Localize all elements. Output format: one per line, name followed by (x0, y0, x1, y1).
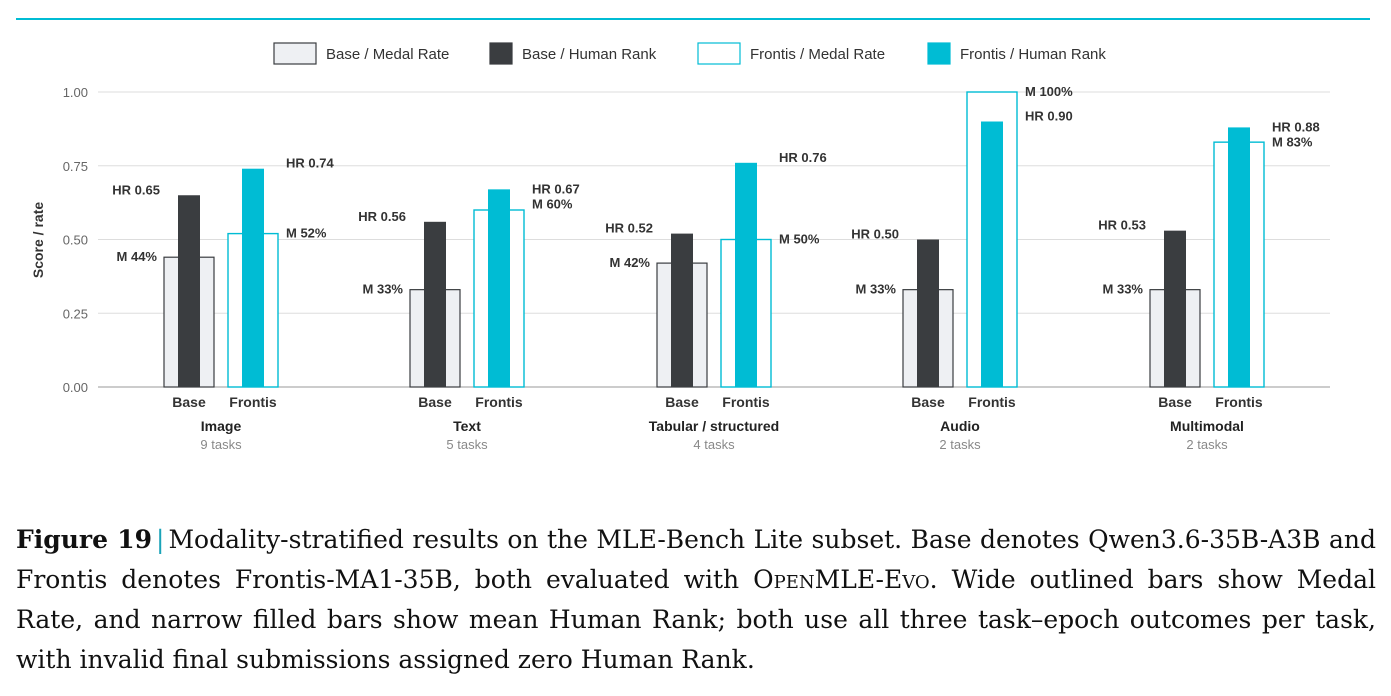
label-frontis-human-rank: HR 0.90 (1025, 109, 1073, 124)
x-tick-base: Base (172, 394, 206, 410)
y-tick-label: 1.00 (63, 85, 88, 100)
group-name: Text (453, 418, 481, 434)
y-tick-label: 0.25 (63, 306, 88, 321)
bar-base-human-rank (917, 239, 939, 387)
legend-swatch-frontis-medal (697, 42, 741, 65)
label-base-medal-rate: M 44% (117, 249, 158, 264)
group-name: Multimodal (1170, 418, 1244, 434)
x-tick-base: Base (665, 394, 699, 410)
legend-swatch-base-medal (273, 42, 317, 65)
label-base-medal-rate: M 42% (610, 255, 651, 270)
label-base-medal-rate: M 33% (1103, 282, 1144, 297)
x-tick-frontis: Frontis (968, 394, 1016, 410)
bar-frontis-human-rank (1228, 127, 1250, 388)
x-tick-base: Base (418, 394, 452, 410)
group-task-count: 2 tasks (1186, 437, 1228, 452)
label-frontis-medal-rate: M 52% (286, 226, 327, 241)
y-tick-label: 0.00 (63, 380, 88, 395)
group-task-count: 5 tasks (446, 437, 488, 452)
label-frontis-medal-rate: M 100% (1025, 84, 1073, 99)
label-base-human-rank: HR 0.52 (605, 221, 653, 236)
x-tick-frontis: Frontis (475, 394, 523, 410)
figure-caption: Figure 19 | Modality-stratified results on… (16, 520, 1376, 680)
label-base-human-rank: HR 0.65 (112, 182, 160, 197)
legend-label-base-human: Base / Human Rank (522, 46, 657, 63)
y-axis-label: Score / rate (30, 202, 46, 278)
legend-swatch-base-human (489, 42, 513, 65)
group-task-count: 9 tasks (200, 437, 242, 452)
label-frontis-human-rank: HR 0.88 (1272, 119, 1320, 134)
bar-frontis-human-rank (242, 168, 264, 387)
label-base-medal-rate: M 33% (856, 282, 897, 297)
group-name: Tabular / structured (649, 418, 779, 434)
x-tick-base: Base (1158, 394, 1192, 410)
bar-base-human-rank (178, 195, 200, 387)
label-frontis-human-rank: HR 0.76 (779, 150, 827, 165)
x-tick-frontis: Frontis (1215, 394, 1263, 410)
x-tick-frontis: Frontis (229, 394, 277, 410)
label-base-human-rank: HR 0.53 (1098, 218, 1146, 233)
modality-bar-chart: Base / Medal Rate Base / Human Rank Fronti… (30, 42, 1330, 452)
caption-separator: | (156, 525, 165, 554)
label-frontis-human-rank: HR 0.74 (286, 156, 334, 171)
legend-label-base-medal: Base / Medal Rate (326, 46, 449, 63)
group-task-count: 4 tasks (693, 437, 735, 452)
label-base-medal-rate: M 33% (363, 282, 404, 297)
bar-frontis-human-rank (735, 162, 757, 387)
label-frontis-human-rank: HR 0.67 (532, 181, 580, 196)
label-frontis-medal-rate: M 83% (1272, 134, 1313, 149)
label-base-human-rank: HR 0.50 (851, 227, 899, 242)
caption-text-2: . Wide outlined bars show Medal Rate, an… (16, 565, 1377, 674)
group-task-count: 2 tasks (939, 437, 981, 452)
bar-frontis-human-rank (488, 189, 510, 387)
figure-label: Figure 19 (16, 525, 153, 554)
x-tick-base: Base (911, 394, 945, 410)
legend-label-frontis-human: Frontis / Human Rank (960, 46, 1106, 63)
label-frontis-medal-rate: M 60% (532, 196, 573, 211)
y-tick-label: 0.75 (63, 159, 88, 174)
x-tick-frontis: Frontis (722, 394, 770, 410)
top-accent-line (16, 18, 1370, 20)
group-name: Image (201, 418, 242, 434)
label-base-human-rank: HR 0.56 (358, 209, 406, 224)
y-tick-label: 0.50 (63, 233, 88, 248)
caption-text-1: Modality-stratified results on the MLE-B… (16, 525, 1376, 594)
legend-swatch-frontis-human (927, 42, 951, 65)
caption-method-name: OpenMLE-Evo (753, 565, 930, 594)
legend-label-frontis-medal: Frontis / Medal Rate (750, 46, 885, 63)
label-frontis-medal-rate: M 50% (779, 232, 820, 247)
bar-base-human-rank (1164, 230, 1186, 387)
bar-base-human-rank (424, 221, 446, 387)
bar-base-human-rank (671, 233, 693, 387)
group-name: Audio (940, 418, 980, 434)
bar-frontis-human-rank (981, 121, 1003, 387)
